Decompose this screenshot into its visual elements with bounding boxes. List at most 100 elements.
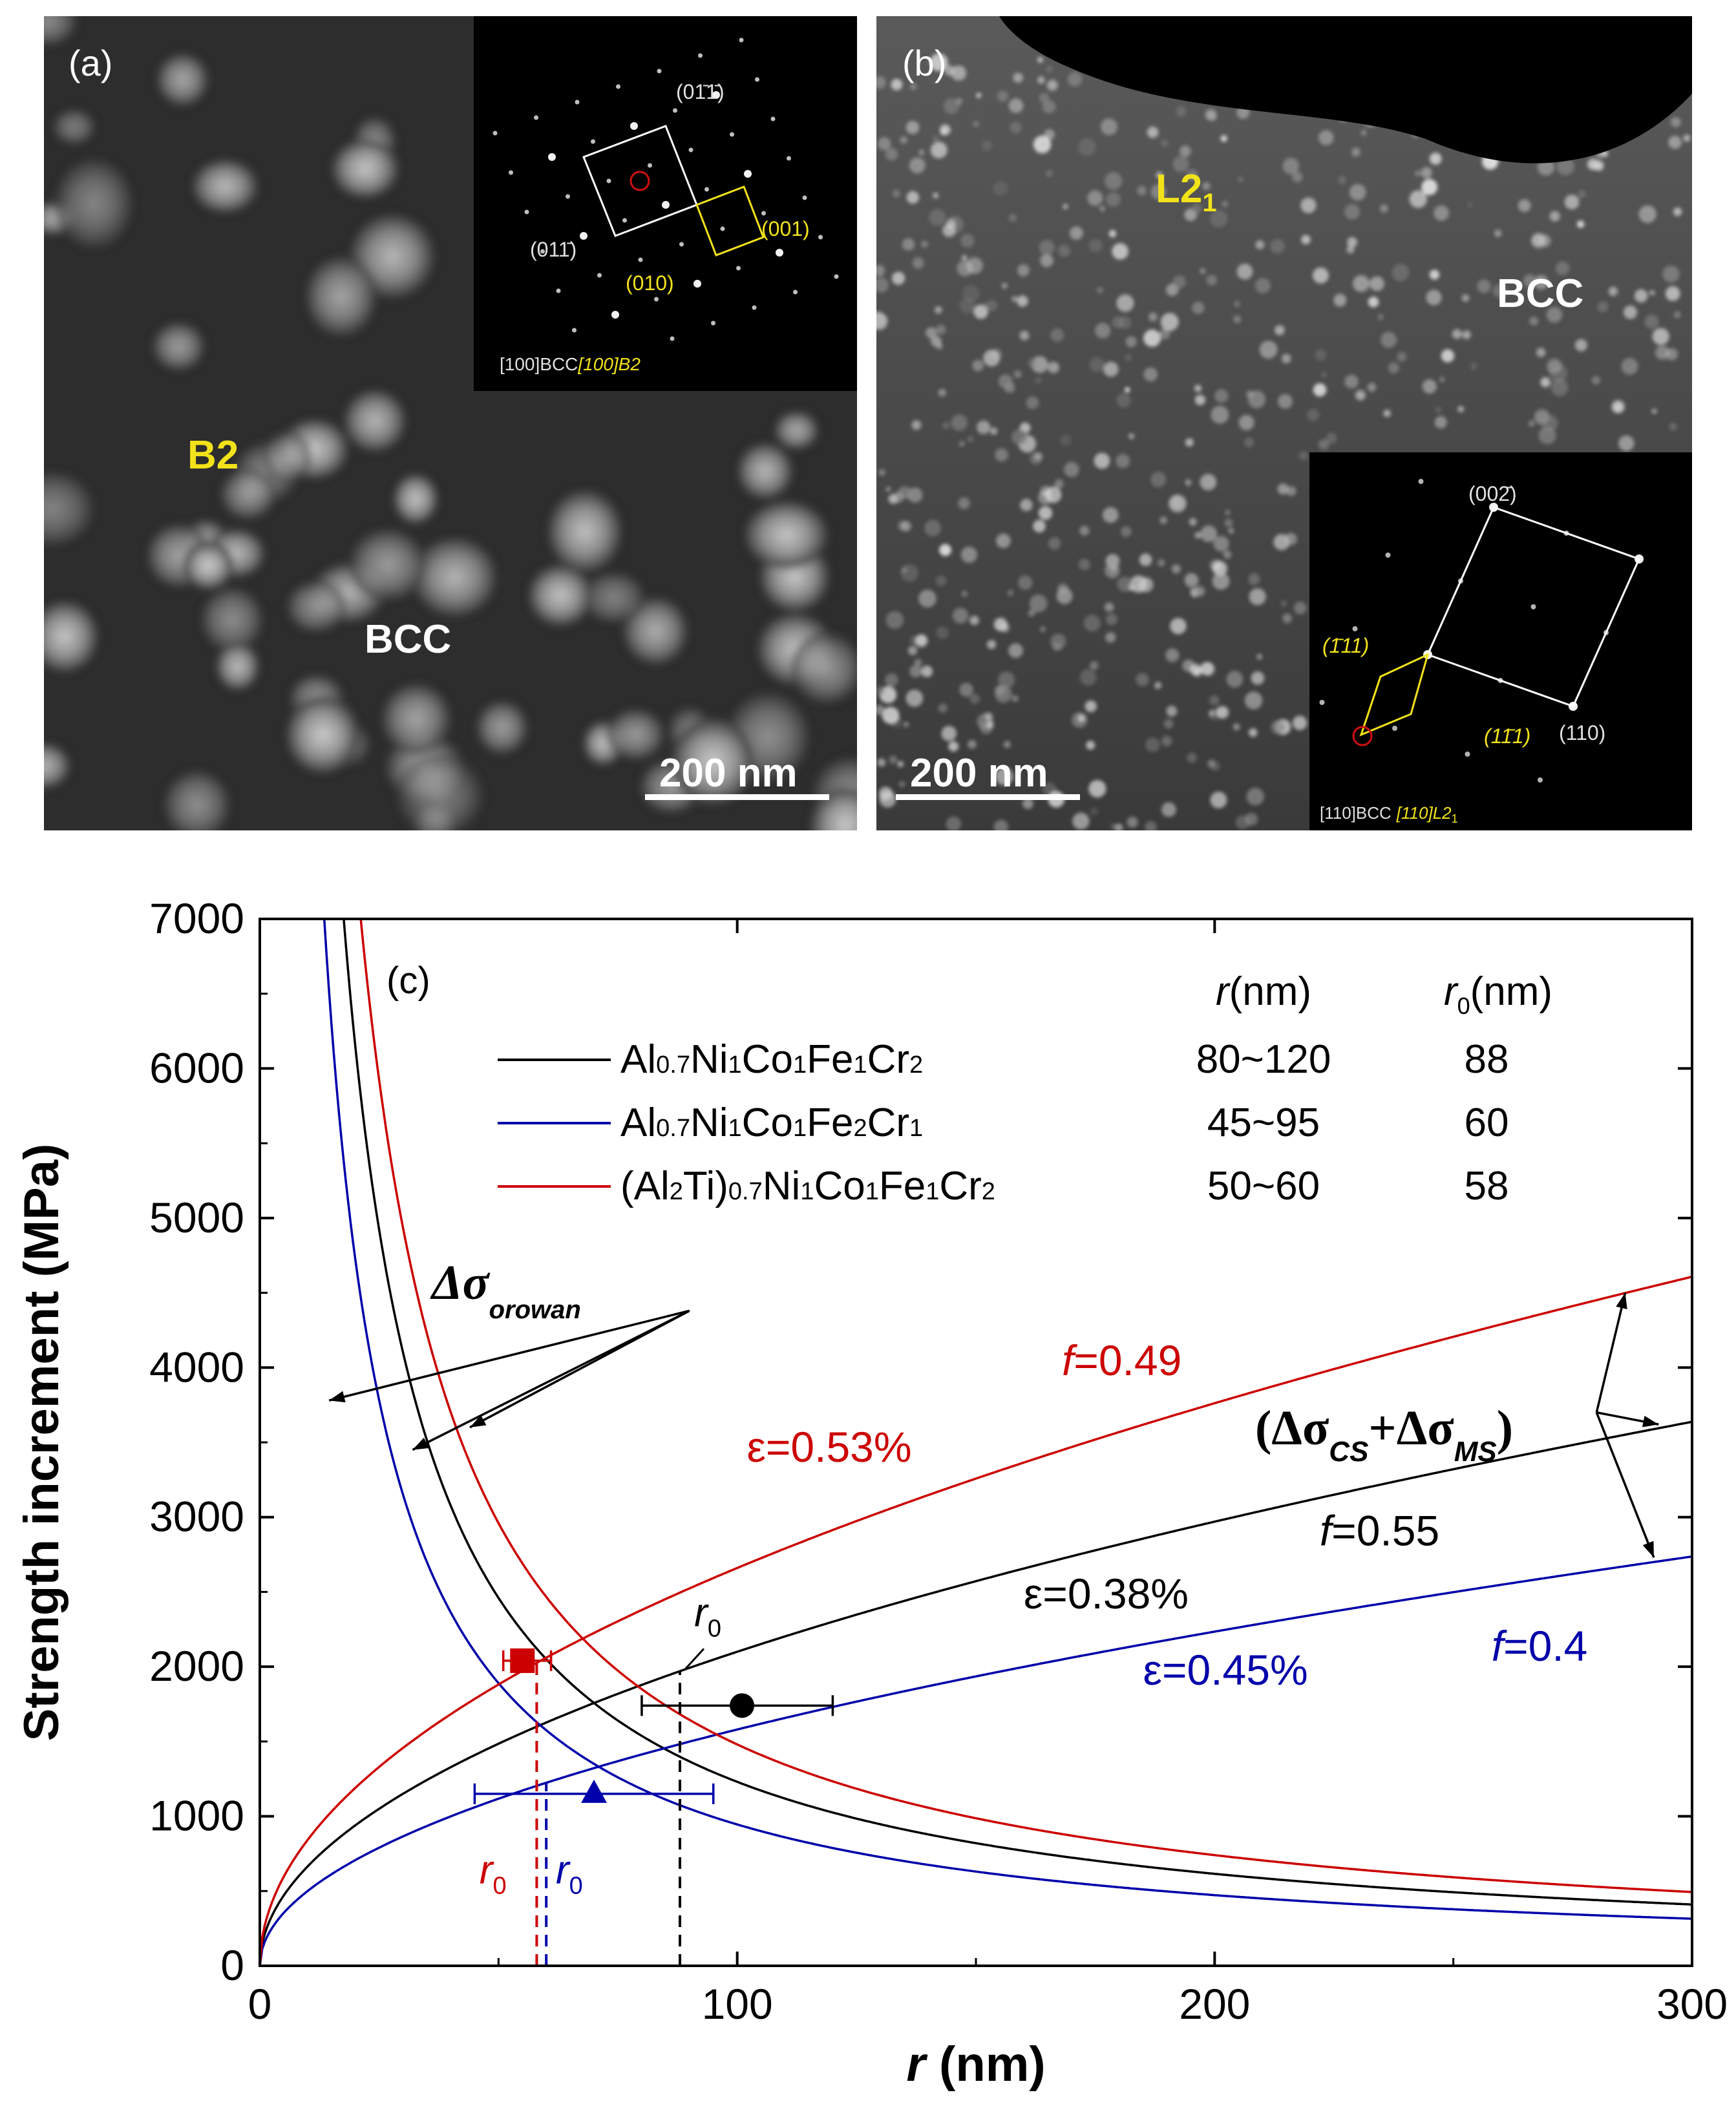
l21-precipitate	[938, 703, 947, 713]
panel-a-phase-b2: B2	[187, 433, 238, 478]
l21-precipitate	[969, 693, 980, 704]
f-label: f=0.4	[1492, 1622, 1588, 1670]
l21-precipitate	[1612, 401, 1624, 414]
legend-entry-part: Ni	[690, 1101, 728, 1145]
l21-precipitate	[885, 611, 904, 629]
f-label-value: =0.4	[1503, 1622, 1587, 1670]
l21-precipitate	[967, 739, 977, 749]
l21-precipitate	[995, 448, 1008, 462]
legend-entry-part: Fe	[807, 1101, 853, 1145]
l21-precipitate	[935, 575, 947, 586]
l21-precipitate	[1176, 106, 1187, 117]
l21-precipitate	[1127, 816, 1138, 828]
legend-entry-part: 1	[728, 1115, 742, 1142]
l21-precipitate	[1321, 372, 1327, 377]
r0-label-var: r	[694, 1591, 709, 1636]
annotation-arrows	[328, 1292, 1659, 1670]
legend-entry-part: 1	[909, 1115, 923, 1142]
l21-precipitate	[1161, 140, 1169, 147]
diffraction-spot	[616, 84, 620, 89]
diffraction-spot	[611, 311, 619, 319]
l21-precipitate	[1192, 204, 1202, 214]
l21-precipitate	[1539, 235, 1551, 247]
l21-precipitate	[1275, 325, 1285, 335]
l21-precipitate	[1434, 205, 1449, 221]
x-tick-label: 0	[248, 1980, 272, 2028]
l21-precipitate	[996, 533, 1011, 549]
l21-precipitate	[1638, 205, 1657, 224]
x-axis-label: r (nm)	[906, 2037, 1045, 2092]
csms-close: )	[1497, 1401, 1513, 1455]
l21-precipitate	[1236, 263, 1253, 280]
l21-precipitate	[977, 420, 991, 434]
l21-precipitate	[1088, 779, 1106, 798]
l21-precipitate	[929, 209, 946, 226]
b2-particle	[286, 580, 346, 633]
l21-precipitate	[1159, 328, 1170, 339]
l21-precipitate	[1213, 536, 1229, 552]
l21-precipitate	[882, 706, 900, 724]
l21-precipitate	[1292, 715, 1307, 730]
l21-precipitate	[1017, 264, 1030, 277]
panel-b-phase-l21-sub: 1	[1202, 189, 1216, 217]
l21-precipitate	[952, 607, 969, 624]
legend-entry-part: Al	[620, 1037, 656, 1082]
l21-precipitate	[876, 311, 885, 327]
panel-b-spot-111-left: (1̄11)	[1322, 634, 1369, 657]
l21-precipitate	[936, 626, 949, 639]
l21-precipitate	[958, 497, 970, 510]
l21-precipitate	[983, 350, 1000, 367]
diffraction-spot	[654, 297, 659, 302]
l21-precipitate	[1020, 498, 1033, 512]
l21-precipitate	[905, 690, 924, 707]
l21-precipitate	[876, 264, 885, 277]
b2-particle	[349, 529, 427, 601]
l21-precipitate	[1116, 393, 1131, 408]
l21-precipitate	[909, 157, 926, 174]
table-header-r: r(nm)	[1216, 969, 1311, 1014]
l21-precipitate	[990, 427, 998, 436]
b2-particle	[343, 389, 407, 452]
l21-precipitate	[1370, 276, 1384, 291]
l21-precipitate	[1187, 752, 1197, 763]
l21-precipitate	[1593, 160, 1604, 171]
b2-particle	[622, 596, 688, 666]
legend-entry-part: Co	[742, 1101, 793, 1145]
orowan-annotation: Δσorowan	[430, 1256, 581, 1324]
l21-precipitate	[1318, 130, 1334, 145]
l21-precipitate	[1649, 290, 1655, 296]
l21-precipitate	[1254, 278, 1271, 293]
b2-particle	[305, 256, 377, 337]
l21-precipitate	[1658, 330, 1666, 338]
l21-precipitate	[1160, 313, 1179, 332]
diffraction-spot	[548, 153, 556, 161]
panel-b-particles	[876, 47, 1691, 830]
l21-precipitate	[909, 664, 922, 678]
diffraction-spot	[693, 280, 701, 288]
l21-precipitate	[1008, 214, 1017, 222]
panel-b-phase-l21: L21	[1156, 167, 1217, 217]
l21-precipitate	[905, 120, 920, 134]
l21-precipitate	[1185, 438, 1194, 447]
b2-particle	[671, 718, 755, 805]
legend-entry-part: 0.7	[728, 1178, 763, 1205]
legend-entry-part: 1	[853, 1051, 867, 1079]
l21-precipitate	[1060, 434, 1072, 447]
f-label-value: =0.55	[1331, 1507, 1439, 1555]
l21-precipitate	[1070, 226, 1083, 240]
panel-a-tem-image: (01̄1̄) (011̄) (001) (010) [100]BCC[100]…	[44, 16, 857, 830]
orowan-arrow-red	[412, 1309, 690, 1451]
l21-precipitate	[1050, 328, 1064, 342]
l21-precipitate	[1048, 361, 1059, 374]
l21-precipitate	[1549, 364, 1568, 383]
legend-entry-part: Ti)	[683, 1164, 728, 1208]
l21-precipitate	[1491, 160, 1498, 166]
l21-precipitate	[1282, 158, 1300, 174]
l21-precipitate	[1042, 100, 1056, 114]
l21-precipitate	[1159, 516, 1168, 524]
r0-label-sub: 0	[569, 1873, 583, 1900]
b2-particle	[200, 587, 264, 653]
l21-precipitate	[1079, 669, 1097, 686]
l21-precipitate	[1116, 294, 1134, 312]
l21-precipitate	[1671, 117, 1681, 127]
